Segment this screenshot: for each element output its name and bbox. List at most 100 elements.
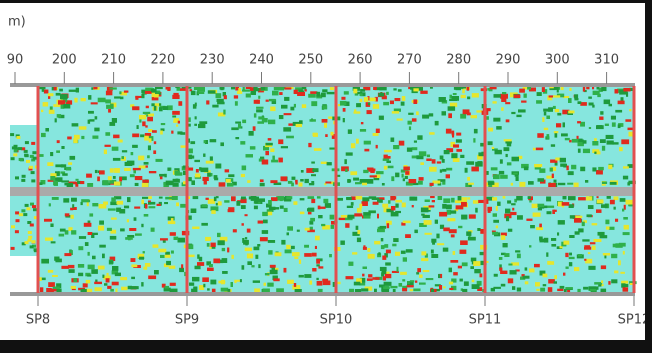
speckle: [430, 86, 433, 89]
speckle: [276, 288, 284, 293]
speckle: [467, 96, 471, 100]
speckle: [50, 241, 56, 244]
speckle: [60, 104, 65, 109]
speckle: [177, 131, 183, 135]
speckle: [46, 288, 52, 293]
speckle: [47, 179, 54, 182]
speckle: [168, 265, 176, 269]
speckle: [452, 157, 460, 162]
speckle: [324, 183, 327, 186]
speckle: [109, 235, 117, 240]
speckle: [521, 274, 525, 277]
speckle: [382, 203, 389, 208]
speckle: [240, 205, 246, 209]
speckle: [595, 151, 601, 155]
speckle: [236, 201, 241, 206]
speckle: [73, 138, 78, 144]
speckle: [121, 150, 128, 153]
speckle: [52, 286, 60, 289]
speckle: [170, 218, 174, 223]
speckle: [283, 207, 288, 212]
speckle: [130, 258, 136, 262]
speckle: [548, 261, 555, 265]
speckle: [557, 112, 562, 116]
speckle: [138, 155, 145, 161]
station-axis: SP8 SP9 SP10 SP11 SP12: [26, 86, 650, 328]
tick-label: 270: [397, 53, 422, 68]
speckle: [383, 154, 388, 159]
speckle: [438, 274, 441, 278]
speckle: [409, 196, 418, 201]
speckle: [618, 123, 624, 127]
speckle: [368, 274, 373, 278]
speckle: [77, 264, 85, 268]
speckle: [114, 272, 121, 277]
speckle: [546, 175, 554, 179]
speckle: [424, 253, 428, 258]
speckle: [209, 156, 213, 161]
speckle: [378, 93, 385, 97]
speckle: [511, 111, 516, 115]
speckle: [154, 270, 159, 275]
speckle: [109, 256, 116, 261]
speckle: [356, 103, 361, 108]
speckle: [402, 279, 406, 282]
speckle: [621, 139, 630, 145]
speckle: [602, 181, 608, 184]
speckle: [342, 118, 345, 123]
speckle: [58, 100, 66, 105]
speckle: [152, 130, 157, 133]
speckle: [515, 250, 521, 253]
speckle: [311, 181, 315, 185]
speckle: [163, 288, 166, 291]
speckle: [68, 162, 73, 165]
speckle: [203, 140, 206, 144]
speckle: [50, 173, 57, 178]
speckle: [434, 219, 438, 224]
speckle: [139, 114, 147, 120]
speckle: [181, 86, 186, 89]
speckle: [485, 196, 494, 201]
speckle: [575, 215, 583, 218]
speckle: [136, 125, 139, 129]
speckle: [141, 89, 149, 94]
speckle: [381, 272, 385, 277]
speckle: [391, 270, 399, 273]
speckle: [561, 133, 568, 137]
speckle: [416, 272, 420, 275]
speckle: [295, 123, 302, 128]
speckle: [537, 203, 545, 207]
speckle: [445, 128, 452, 134]
speckle: [543, 127, 549, 131]
speckle: [324, 203, 331, 208]
speckle: [142, 196, 149, 199]
speckle: [359, 129, 367, 132]
speckle: [345, 152, 353, 156]
speckle: [60, 164, 67, 168]
speckle: [413, 88, 420, 92]
speckle: [264, 273, 270, 276]
speckle: [401, 173, 404, 178]
speckle: [251, 92, 256, 95]
speckle: [383, 165, 388, 170]
speckle: [148, 138, 152, 143]
speckle: [504, 253, 510, 257]
speckle: [82, 283, 88, 288]
speckle: [308, 207, 315, 212]
speckle: [552, 209, 555, 214]
speckle: [468, 182, 474, 185]
speckle: [531, 203, 538, 209]
speckle: [407, 120, 412, 125]
speckle: [617, 100, 625, 105]
speckle: [619, 198, 626, 202]
speckle: [543, 111, 547, 116]
speckle: [551, 173, 554, 178]
speckle: [461, 197, 468, 202]
speckle: [452, 102, 455, 106]
speckle: [398, 283, 403, 287]
speckle: [424, 232, 432, 235]
speckle: [125, 237, 133, 240]
speckle: [245, 154, 253, 158]
speckle: [253, 88, 260, 92]
